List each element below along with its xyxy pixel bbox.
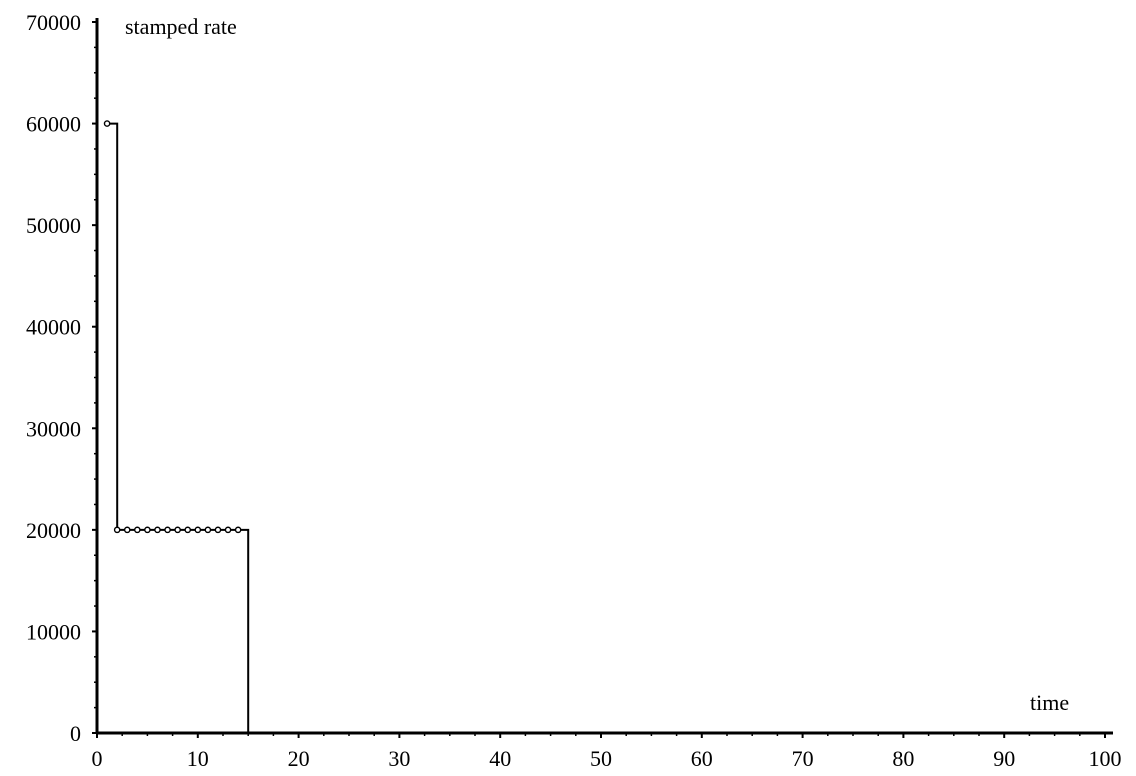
y-tick-label: 60000 (26, 112, 81, 137)
x-tick-label: 60 (691, 746, 713, 771)
data-point (204, 526, 212, 534)
data-point (234, 526, 242, 534)
y-ticks: 0 10000 20000 30000 40000 50000 60000 70000 (26, 10, 97, 746)
data-point (184, 526, 192, 534)
data-point (214, 526, 222, 534)
marker-layer (103, 120, 242, 534)
x-tick-label: 90 (993, 746, 1015, 771)
x-tick-label: 10 (187, 746, 209, 771)
x-tick-label: 30 (388, 746, 410, 771)
y-axis-label: stamped rate (125, 14, 237, 39)
x-tick-label: 80 (892, 746, 914, 771)
x-ticks: 0 10 20 30 40 50 60 70 80 90 100 (92, 733, 1122, 771)
y-tick-label: 20000 (26, 518, 81, 543)
data-point (194, 526, 202, 534)
data-point (103, 120, 111, 127)
data-point (144, 526, 151, 534)
x-tick-label: 40 (489, 746, 511, 771)
data-point (154, 526, 161, 534)
x-tick-label: 70 (792, 746, 814, 771)
data-point (224, 526, 232, 534)
series-line (107, 122, 1105, 734)
y-tick-label: 0 (70, 721, 81, 746)
y-tick-label: 50000 (26, 213, 81, 238)
y-tick-label: 40000 (26, 315, 81, 340)
data-point (123, 526, 131, 534)
y-tick-label: 10000 (26, 619, 81, 644)
series-layer (107, 122, 1105, 734)
x-tick-label: 100 (1089, 746, 1122, 771)
data-point (164, 526, 171, 534)
x-tick-label: 0 (92, 746, 103, 771)
data-point (113, 526, 121, 534)
y-tick-label: 70000 (26, 10, 81, 35)
axes (95, 18, 1113, 735)
data-point (134, 526, 141, 534)
x-tick-label: 20 (288, 746, 310, 771)
y-tick-label: 30000 (26, 416, 81, 441)
data-point (174, 526, 181, 534)
x-axis-label: time (1030, 690, 1069, 715)
x-tick-label: 50 (590, 746, 612, 771)
